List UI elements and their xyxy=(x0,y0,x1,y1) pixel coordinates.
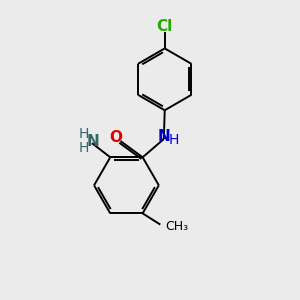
Text: H: H xyxy=(79,127,89,141)
Text: N: N xyxy=(158,129,170,144)
Text: H: H xyxy=(79,142,89,155)
Text: O: O xyxy=(110,130,123,145)
Text: H: H xyxy=(169,133,179,147)
Text: N: N xyxy=(86,134,99,148)
Text: Cl: Cl xyxy=(157,20,173,34)
Text: CH₃: CH₃ xyxy=(166,220,189,232)
